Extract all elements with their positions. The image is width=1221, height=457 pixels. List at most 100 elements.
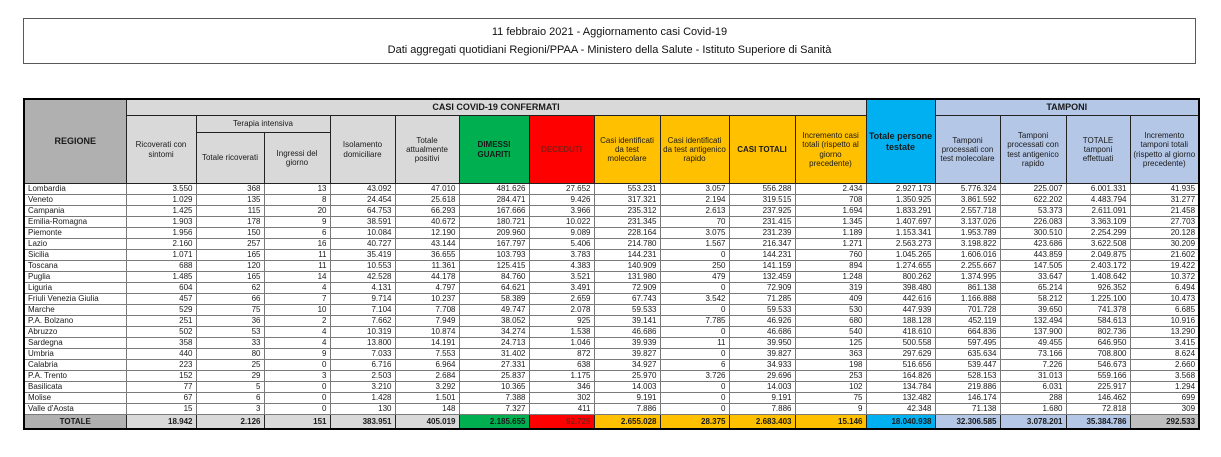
value-cell: 39.827	[593, 348, 661, 360]
value-cell: 20	[263, 205, 331, 217]
value-cell: 38.591	[329, 216, 396, 228]
value-cell: 528.153	[934, 370, 1001, 382]
value-cell: 131.980	[593, 271, 661, 283]
value-cell: 38.052	[458, 315, 530, 327]
value-cell: 7.949	[394, 315, 460, 327]
value-cell: 77	[125, 381, 197, 393]
value-cell: 30.209	[1129, 238, 1200, 250]
value-cell: 21.458	[1129, 205, 1200, 217]
value-cell: 146.174	[934, 392, 1001, 404]
region-cell: Liguria	[23, 282, 127, 294]
value-cell: 635.634	[934, 348, 1001, 360]
value-cell: 3.521	[528, 271, 595, 283]
report-subtitle: Dati aggregati quotidiani Regioni/PPAA -…	[387, 44, 832, 57]
value-cell: 31.277	[1129, 194, 1200, 206]
value-cell: 2	[263, 315, 331, 327]
region-cell: Puglia	[23, 271, 127, 283]
total-value-cell: 35.384.786	[1065, 414, 1131, 430]
value-cell: 178	[195, 216, 265, 228]
value-cell: 71.285	[728, 293, 796, 305]
value-cell: 1.294	[1129, 381, 1200, 393]
value-cell: 800.262	[865, 271, 936, 283]
value-cell: 24.713	[458, 337, 530, 349]
table-row: Lombardia 3.550 368 13 43.092 47.010 481.626 27…	[23, 183, 1200, 195]
value-cell: 148	[394, 403, 460, 415]
total-value-cell: 3.078.201	[999, 414, 1067, 430]
value-cell: 2.049.875	[1065, 249, 1131, 261]
covid-data-table: REGIONE CASI COVID-19 CONFERMATI Totale …	[23, 98, 1201, 430]
value-cell: 0	[263, 381, 331, 393]
value-cell: 11	[263, 260, 331, 272]
value-cell: 34.274	[458, 326, 530, 338]
header-isolamento-domiciliare: Isolamento domiciliare	[329, 115, 396, 184]
value-cell: 288	[999, 392, 1067, 404]
value-cell: 257	[195, 238, 265, 250]
value-cell: 84.760	[458, 271, 530, 283]
header-group-terapia-intensiva: Terapia intensiva	[195, 115, 331, 133]
table-row: Emilia-Romagna 1.903 178 9 38.591 40.672 180.7…	[23, 216, 1200, 228]
value-cell: 39.141	[593, 315, 661, 327]
total-value-cell: 92.729	[528, 414, 595, 430]
value-cell: 7	[263, 293, 331, 305]
value-cell: 680	[794, 315, 867, 327]
value-cell: 219.886	[934, 381, 1001, 393]
value-cell: 872	[528, 348, 595, 360]
value-cell: 7.785	[659, 315, 730, 327]
value-cell: 39.650	[999, 304, 1067, 316]
value-cell: 39.939	[593, 337, 661, 349]
region-cell: P.A. Bolzano	[23, 315, 127, 327]
report-header: 11 febbraio 2021 - Aggiornamento casi Co…	[23, 18, 1196, 64]
value-cell: 1.953.789	[934, 227, 1001, 239]
value-cell: 10.916	[1129, 315, 1200, 327]
value-cell: 43.144	[394, 238, 460, 250]
value-cell: 6.001.331	[1065, 183, 1131, 195]
value-cell: 228.164	[593, 227, 661, 239]
value-cell: 1.189	[794, 227, 867, 239]
value-cell: 73.166	[999, 348, 1067, 360]
value-cell: 27.652	[528, 183, 595, 195]
value-cell: 64.621	[458, 282, 530, 294]
value-cell: 9	[794, 403, 867, 415]
value-cell: 0	[659, 304, 730, 316]
value-cell: 67.743	[593, 293, 661, 305]
region-cell: Friuli Venezia Giulia	[23, 293, 127, 305]
region-cell: Sardegna	[23, 337, 127, 349]
table-header: REGIONE CASI COVID-19 CONFERMATI Totale …	[23, 98, 1200, 184]
value-cell: 8.624	[1129, 348, 1200, 360]
value-cell: 75	[195, 304, 265, 316]
table-row: P.A. Bolzano 251 36 2 7.662 7.949 38.052 925 39.…	[23, 315, 1200, 327]
value-cell: 2.684	[394, 370, 460, 382]
value-cell: 16	[263, 238, 331, 250]
value-cell: 253	[794, 370, 867, 382]
value-cell: 146.462	[1065, 392, 1131, 404]
value-cell: 40.727	[329, 238, 396, 250]
value-cell: 144.231	[593, 249, 661, 261]
header-incremento-casi-totali: Incremento casi totali (rispetto al gior…	[794, 115, 867, 184]
table-row: Abruzzo 502 53 4 10.319 10.874 34.274 1.538 46.6…	[23, 326, 1200, 338]
value-cell: 1.225.100	[1065, 293, 1131, 305]
region-cell: Veneto	[23, 194, 127, 206]
value-cell: 14.003	[728, 381, 796, 393]
value-cell: 31.402	[458, 348, 530, 360]
header-totale-tamponi: TOTALE tamponi effettuati	[1065, 115, 1131, 184]
value-cell: 235.312	[593, 205, 661, 217]
value-cell: 29	[195, 370, 265, 382]
value-cell: 3.622.508	[1065, 238, 1131, 250]
value-cell: 71.138	[934, 403, 1001, 415]
value-cell: 3.137.026	[934, 216, 1001, 228]
value-cell: 223	[125, 359, 197, 371]
value-cell: 40.672	[394, 216, 460, 228]
value-cell: 70	[659, 216, 730, 228]
value-cell: 132.494	[999, 315, 1067, 327]
value-cell: 31.013	[999, 370, 1067, 382]
value-cell: 2.160	[125, 238, 197, 250]
value-cell: 1.166.888	[934, 293, 1001, 305]
value-cell: 64.753	[329, 205, 396, 217]
total-value-cell: 2.683.403	[728, 414, 796, 430]
header-dimessi-guariti: DIMESSI GUARITI	[458, 115, 530, 184]
value-cell: 622.202	[999, 194, 1067, 206]
value-cell: 10.473	[1129, 293, 1200, 305]
value-cell: 1.175	[528, 370, 595, 382]
value-cell: 132.459	[728, 271, 796, 283]
value-cell: 25.970	[593, 370, 661, 382]
